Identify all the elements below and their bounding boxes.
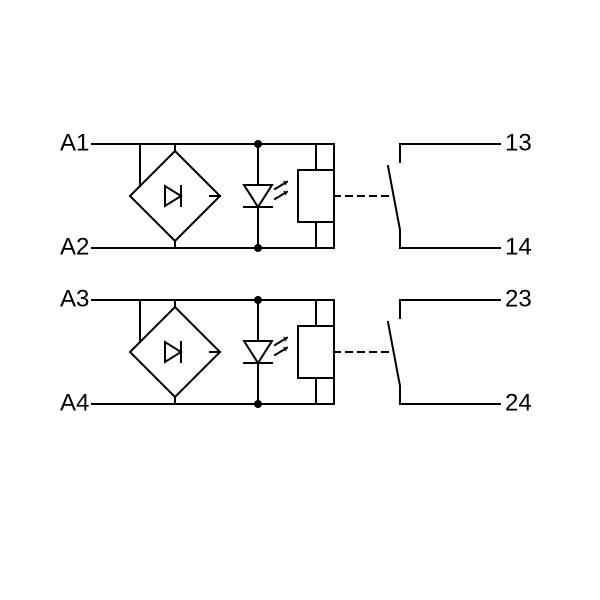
relay-coil [298, 326, 334, 378]
label-out-top: 23 [505, 285, 532, 312]
relay-schematic: A1 A2 13 14 A3 A4 23 24 [0, 0, 600, 600]
label-out-bot: 24 [505, 389, 532, 416]
label-out-top: 13 [505, 129, 532, 156]
label-in-bot: A2 [60, 233, 89, 260]
relay-contact [388, 166, 400, 230]
label-in-top: A3 [60, 285, 89, 312]
label-in-bot: A4 [60, 389, 89, 416]
led-icon [244, 185, 272, 207]
bridge-rectifier [130, 151, 220, 241]
label-out-bot: 14 [505, 233, 532, 260]
label-in-top: A1 [60, 129, 89, 156]
led-icon [244, 341, 272, 363]
relay-contact [388, 322, 400, 386]
bridge-rectifier [130, 307, 220, 397]
relay-coil [298, 170, 334, 222]
